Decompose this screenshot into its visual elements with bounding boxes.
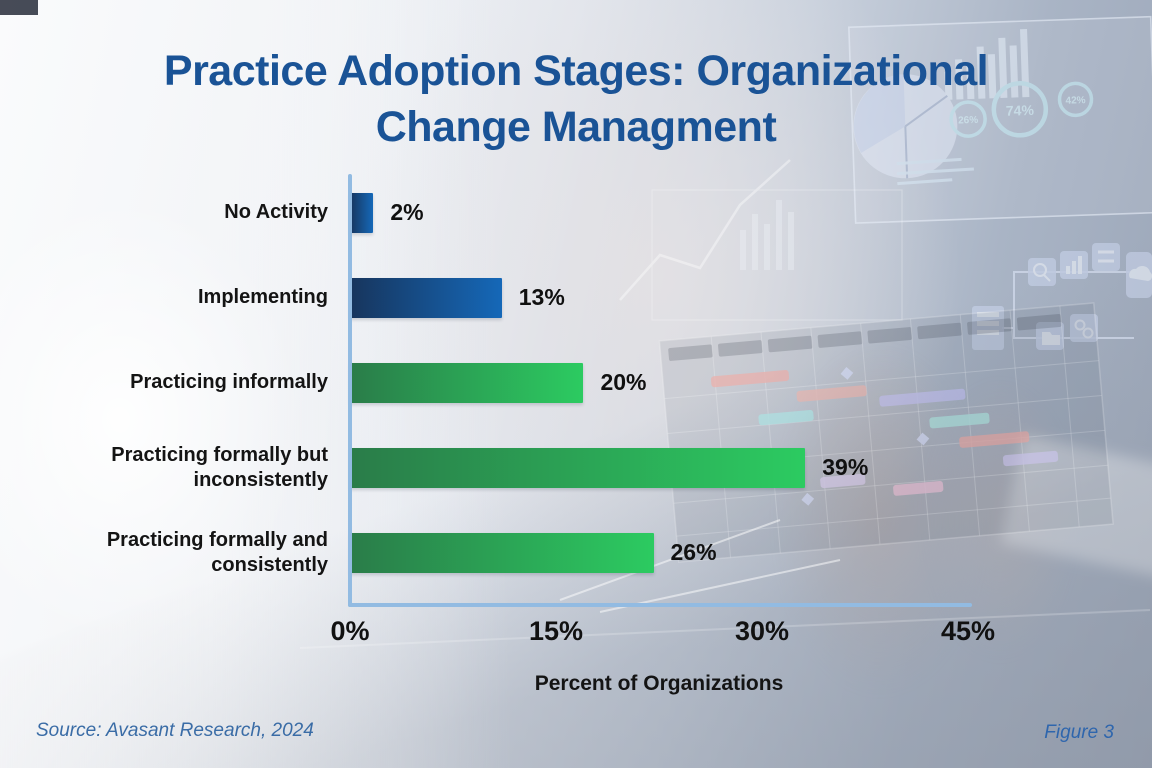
chart-title: Practice Adoption Stages: Organizational… xyxy=(0,44,1152,156)
bar-area: 26% xyxy=(350,510,968,595)
x-axis-title: Percent of Organizations xyxy=(534,672,784,695)
value-label: 26% xyxy=(670,539,717,565)
gears-icon xyxy=(1070,314,1098,342)
x-tick-45: 45% xyxy=(940,616,996,646)
y-axis-line xyxy=(348,174,352,607)
x-axis-ticks: 0% 15% 30% 45% xyxy=(330,616,995,650)
bar-practicing-formally-consistently xyxy=(350,532,654,573)
value-label: 2% xyxy=(390,199,424,225)
chart-row: Implementing 13% xyxy=(70,255,972,340)
bar-area: 20% xyxy=(350,340,968,425)
search-icon xyxy=(1028,258,1056,286)
bar-no-activity xyxy=(350,192,374,233)
folder-icon xyxy=(1036,322,1064,350)
category-label: Practicing informally xyxy=(130,371,328,393)
value-label: 39% xyxy=(822,454,869,480)
chart-title-line1: Practice Adoption Stages: Organizational xyxy=(163,47,989,95)
x-tick-30: 30% xyxy=(734,616,790,646)
bar-area: 39% xyxy=(350,425,968,510)
flowchart-connectors xyxy=(1002,271,1134,339)
chart-title-line2: Change Managment xyxy=(375,102,777,151)
category-label: Practicing formally but inconsistently xyxy=(111,443,328,491)
category-label: Implementing xyxy=(197,286,328,308)
bar-implementing xyxy=(350,277,502,318)
bar-area: 13% xyxy=(350,255,968,340)
x-tick-15: 15% xyxy=(528,616,583,646)
bar-chart-icon xyxy=(1060,251,1088,279)
server-icon xyxy=(972,306,1004,350)
bar-area: 2% xyxy=(350,170,968,255)
chart-row: Practicing formally but inconsistently 3… xyxy=(70,425,972,510)
bar-practicing-formally-inconsistently xyxy=(350,447,806,488)
flowchart-decoration xyxy=(972,243,1152,350)
x-tick-0: 0% xyxy=(330,616,370,646)
category-label: No Activity xyxy=(224,201,328,223)
figure-number: Figure 3 xyxy=(1044,722,1114,743)
chart-row: Practicing formally and consistently 26% xyxy=(70,510,972,595)
list-icon xyxy=(1092,243,1120,271)
chart-row: No Activity 2% xyxy=(70,170,972,255)
chart-row: Practicing informally 20% xyxy=(70,340,972,425)
value-label: 13% xyxy=(518,284,565,310)
bar-chart: No Activity 2% Implementing 13% Practici… xyxy=(70,170,972,595)
category-label: Practicing formally and consistently xyxy=(106,528,328,576)
cloud-icon xyxy=(1126,252,1152,298)
background-laptop-screen xyxy=(1000,435,1152,585)
photo-corner-fragment xyxy=(0,0,38,15)
source-attribution: Source: Avasant Research, 2024 xyxy=(36,720,314,741)
value-label: 20% xyxy=(600,369,647,395)
x-axis-line xyxy=(348,603,972,607)
bar-practicing-informally xyxy=(350,362,584,403)
